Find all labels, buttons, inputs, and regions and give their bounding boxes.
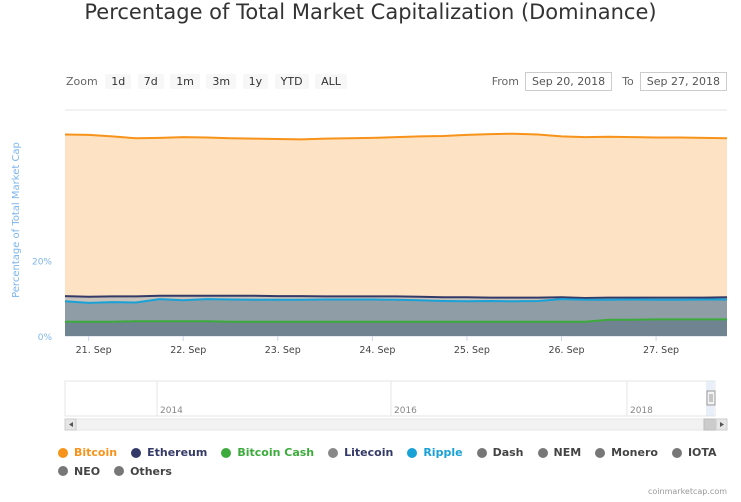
legend-marker-icon: [221, 447, 232, 458]
series-line-ripple[interactable]: [64, 298, 727, 304]
legend-marker-icon: [131, 447, 142, 458]
navigator-tick-label: 2016: [394, 406, 417, 416]
legend-item-bitcoin[interactable]: Bitcoin: [58, 444, 117, 461]
series-line-ethereum[interactable]: [64, 294, 728, 300]
legend-label: Ethereum: [147, 446, 208, 459]
x-tick-label: 26. Sep: [548, 345, 584, 356]
navigator-tick-label: 2014: [160, 406, 183, 416]
zoom-selector: Zoom 1d 7d 1m 3m 1y YTD ALL: [66, 74, 350, 89]
legend: Bitcoin Ethereum Bitcoin Cash Litecoin Rippl…: [58, 444, 738, 481]
legend-marker-icon: [58, 466, 68, 476]
legend-item-monero[interactable]: Monero: [595, 444, 658, 461]
to-date-input[interactable]: Sep 27, 2018: [639, 72, 727, 91]
scroll-right-arrow-icon: [720, 422, 724, 427]
navigator-handle[interactable]: [706, 390, 716, 406]
zoom-1d-button[interactable]: 1d: [105, 74, 132, 89]
legend-label: Bitcoin Cash: [237, 446, 315, 459]
to-label: To: [622, 75, 634, 88]
legend-label: Dash: [492, 446, 524, 459]
zoom-all-button[interactable]: ALL: [315, 74, 347, 89]
legend-item-dash[interactable]: Dash: [476, 444, 524, 461]
from-date-input[interactable]: Sep 20, 2018: [524, 72, 613, 91]
area-bitcoin-cash: [65, 319, 727, 336]
legend-marker-icon: [476, 447, 487, 458]
legend-label: Ripple: [423, 446, 463, 459]
legend-marker-icon: [58, 447, 68, 458]
zoom-7d-button[interactable]: 7d: [137, 74, 164, 89]
legend-item-ethereum[interactable]: Ethereum: [131, 444, 207, 461]
y-tick-label: 0%: [38, 333, 53, 343]
legend-item-ripple[interactable]: Ripple: [407, 444, 463, 461]
area-bitcoin: [65, 133, 727, 336]
x-tick-label: 23. Sep: [265, 345, 301, 356]
legend-marker-icon: [595, 447, 606, 458]
x-tick-label: 25. Sep: [454, 345, 490, 356]
series-line-bitcoin[interactable]: [64, 132, 728, 141]
chart-title: Percentage of Total Market Capitalizatio…: [84, 0, 657, 24]
legend-item-litecoin[interactable]: Litecoin: [328, 444, 393, 461]
navigator-plot[interactable]: [64, 380, 716, 417]
legend-item-nem[interactable]: NEM: [537, 444, 582, 461]
legend-label: NEO: [74, 464, 101, 478]
legend-label: Others: [130, 464, 172, 478]
legend-label: Litecoin: [344, 446, 394, 459]
legend-marker-icon: [407, 447, 418, 458]
navigator-tick-label: 2018: [630, 406, 653, 416]
x-tick-label: 24. Sep: [359, 345, 395, 356]
y-axis-label: Percentage of Total Market Cap: [11, 142, 22, 298]
scrollbar-thumb[interactable]: [703, 418, 717, 431]
dominance-chart: Percentage of Total Market Cap 20% 0% 21.…: [11, 109, 728, 431]
zoom-1y-button[interactable]: 1y: [242, 74, 269, 89]
legend-item-neo[interactable]: NEO: [58, 463, 100, 480]
zoom-ytd-button[interactable]: YTD: [274, 74, 309, 89]
legend-label: IOTA: [687, 446, 717, 459]
legend-marker-icon: [114, 466, 125, 476]
legend-marker-icon: [671, 447, 682, 458]
zoom-1m-button[interactable]: 1m: [170, 74, 200, 89]
x-tick-label: 27. Sep: [643, 345, 679, 356]
legend-marker-icon: [328, 447, 339, 458]
legend-item-others[interactable]: Others: [114, 463, 172, 480]
x-tick-label: 22. Sep: [170, 345, 206, 356]
y-tick-label: 20%: [32, 258, 52, 268]
legend-label: Monero: [611, 446, 658, 459]
scroll-left-arrow-icon: [69, 422, 73, 427]
from-label: From: [491, 75, 519, 88]
date-range: From Sep 20, 2018 To Sep 27, 2018: [482, 72, 727, 91]
legend-label: Bitcoin: [74, 446, 118, 459]
legend-marker-icon: [537, 447, 548, 458]
legend-label: NEM: [553, 446, 582, 459]
scrollbar-track[interactable]: [64, 418, 728, 431]
legend-item-iota[interactable]: IOTA: [671, 444, 717, 461]
credit-link[interactable]: coinmarketcap.com: [648, 487, 727, 496]
zoom-3m-button[interactable]: 3m: [206, 74, 237, 89]
series-line-bitcoin-cash[interactable]: [65, 318, 727, 323]
zoom-label: Zoom: [66, 75, 98, 88]
x-tick-label: 21. Sep: [76, 345, 112, 356]
legend-item-bitcoin-cash[interactable]: Bitcoin Cash: [221, 444, 314, 461]
